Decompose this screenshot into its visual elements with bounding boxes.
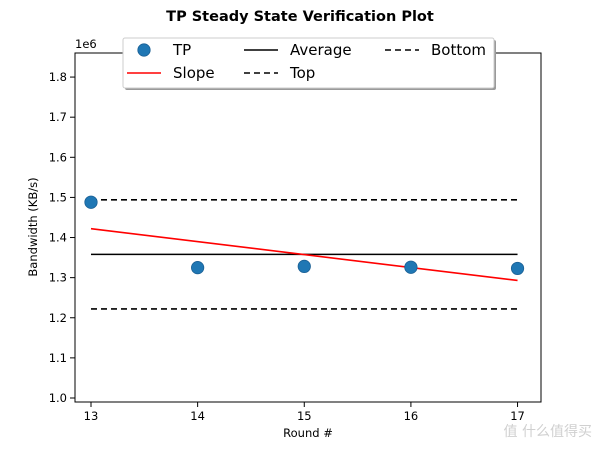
tp-point bbox=[404, 260, 418, 274]
legend-box bbox=[122, 37, 495, 89]
y-tick-label: 1.8 bbox=[49, 70, 67, 84]
y-tick-label: 1.6 bbox=[49, 150, 67, 164]
x-tick-label: 14 bbox=[190, 409, 205, 423]
legend-average-label: Average bbox=[290, 41, 352, 59]
watermark-text: 值 什么值得买 bbox=[504, 423, 592, 440]
legend-bottom-label: Bottom bbox=[431, 41, 486, 59]
y-tick-label: 1.7 bbox=[49, 110, 67, 124]
tp-point bbox=[297, 259, 311, 274]
x-tick-label: 13 bbox=[84, 409, 99, 423]
x-tick-label: 15 bbox=[297, 409, 312, 423]
x-axis-label: Round # bbox=[283, 426, 333, 440]
legend-slope-label: Slope bbox=[173, 64, 215, 82]
chart-title: TP Steady State Verification Plot bbox=[166, 9, 434, 25]
legend-top-label: Top bbox=[289, 64, 315, 82]
x-tick-label: 17 bbox=[510, 409, 525, 423]
slope-line bbox=[90, 227, 518, 282]
series-layer bbox=[84, 195, 525, 310]
legend-tp-marker bbox=[137, 43, 151, 57]
legend-tp-label: TP bbox=[172, 41, 191, 59]
y-tick-label: 1.0 bbox=[49, 391, 67, 405]
legend: TP Average Bottom Slope Top bbox=[122, 37, 496, 90]
y-tick-label: 1.2 bbox=[49, 311, 67, 325]
y-tick-label: 1.3 bbox=[49, 271, 67, 285]
y-offset-label: 1e6 bbox=[75, 37, 97, 51]
y-tick-label: 1.5 bbox=[49, 190, 67, 204]
tp-point bbox=[84, 195, 98, 209]
y-tick-label: 1.4 bbox=[49, 231, 67, 245]
y-tick-label: 1.1 bbox=[49, 351, 67, 365]
x-tick-label: 16 bbox=[404, 409, 419, 423]
tp-point bbox=[510, 261, 525, 276]
axis-layer: 13 14 15 16 17 1.0 1.1 1.2 1.3 1.4 1.5 1.6 1.7 1.8 bbox=[49, 70, 525, 423]
y-axis-label: Bandwidth (KB/s) bbox=[26, 177, 40, 276]
tp-point bbox=[191, 261, 205, 275]
